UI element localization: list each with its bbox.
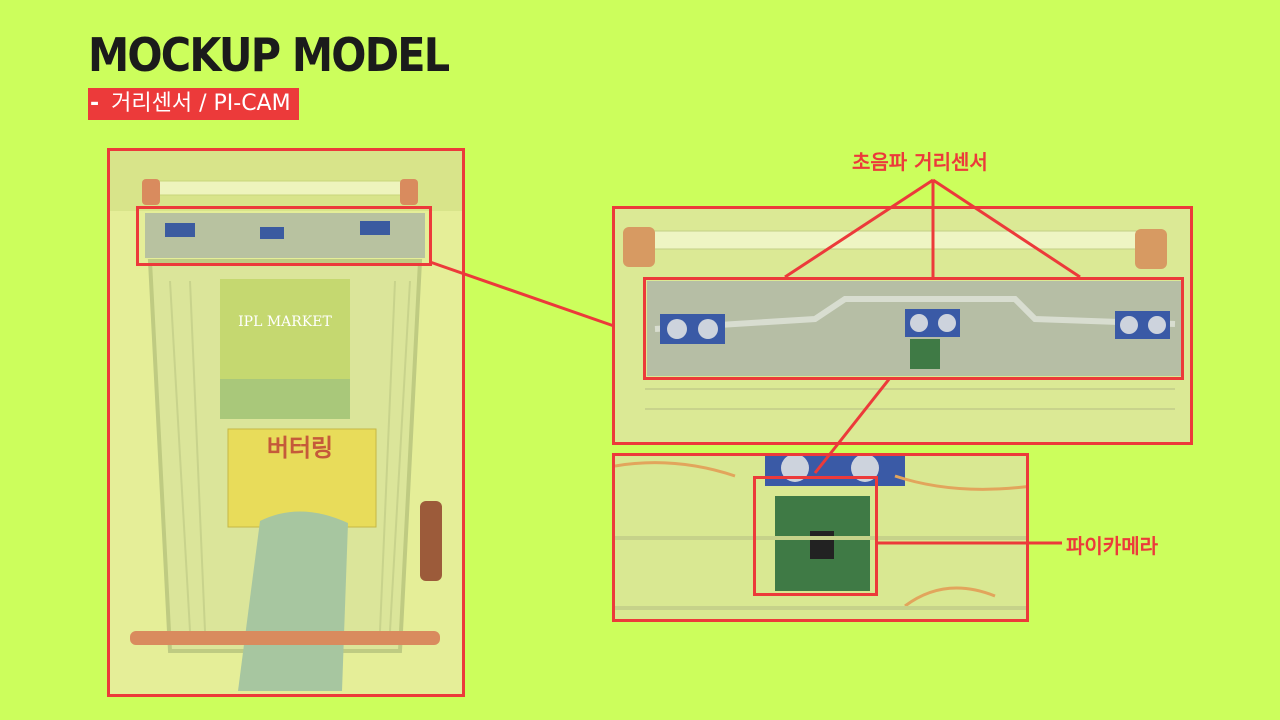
market-sign-text: IPL MARKET bbox=[238, 314, 332, 330]
sensor-bar-highlight-box bbox=[643, 277, 1184, 380]
ultrasonic-sensor-label: 초음파 거리센서 bbox=[852, 150, 988, 174]
sensor-closeup-photo bbox=[612, 206, 1193, 445]
sensor-highlight-box bbox=[136, 206, 432, 266]
camera-highlight-box bbox=[753, 476, 878, 596]
snack-box-text: 버터링 bbox=[267, 434, 333, 462]
cart-illustration: IPL MARKET 버터링 bbox=[110, 151, 462, 694]
slide-title: MOCKUP MODEL bbox=[88, 28, 450, 82]
camera-closeup-photo bbox=[612, 453, 1029, 622]
subtitle-text: 거리센서 / PI-CAM bbox=[111, 91, 291, 116]
subtitle-bar: - 거리센서 / PI-CAM bbox=[88, 88, 299, 120]
pi-camera-label: 파이카메라 bbox=[1066, 534, 1158, 558]
camera-closeup-illustration bbox=[615, 456, 1026, 619]
subtitle-dash: - bbox=[90, 91, 100, 116]
cart-photo: IPL MARKET 버터링 bbox=[107, 148, 465, 697]
